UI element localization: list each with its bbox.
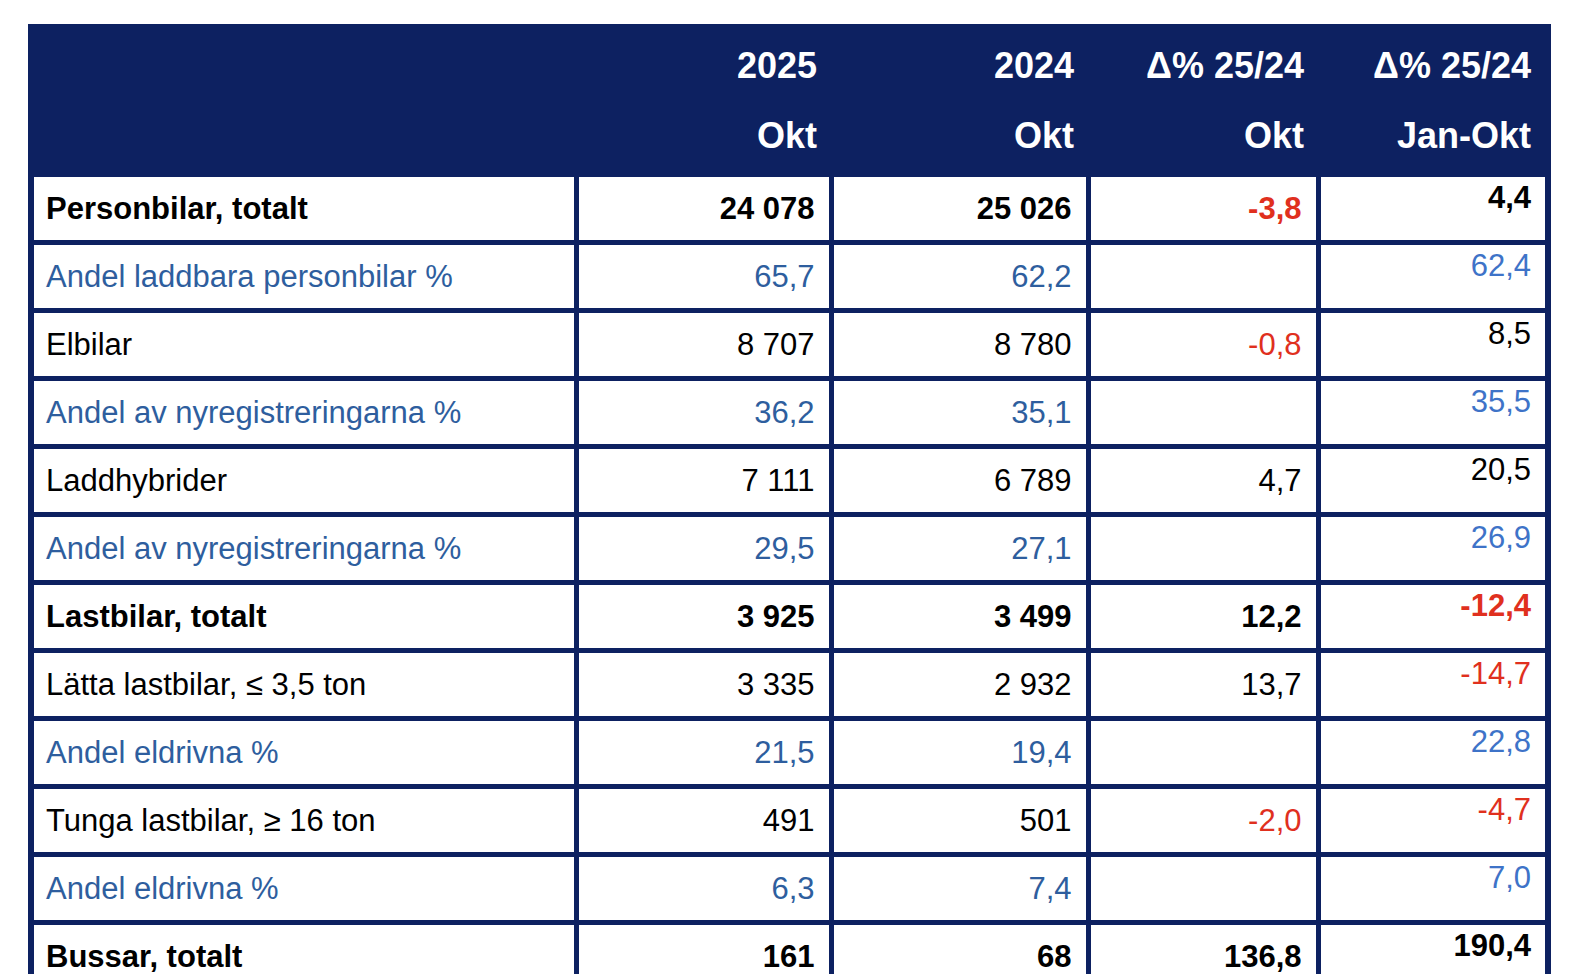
cell-delta-jan-okt: 4,4 — [1318, 175, 1548, 243]
row-label: Lastbilar, totalt — [31, 583, 576, 651]
cell-delta-jan-okt: 190,4 — [1318, 923, 1548, 974]
cell-delta-jan-okt: 35,5 — [1318, 379, 1548, 447]
cell-2024-okt: 2 932 — [831, 651, 1088, 719]
table-row: Bussar, totalt 161 68 136,8 190,4 — [31, 923, 1548, 974]
table-row: Andel av nyregistreringarna % 36,2 35,1 … — [31, 379, 1548, 447]
cell-2025-okt: 161 — [576, 923, 831, 974]
cell-delta-jan-okt: 62,4 — [1318, 243, 1548, 311]
column-header-empty — [31, 27, 576, 175]
header-line1: Δ% 25/24 — [1088, 45, 1304, 87]
cell-2024-okt: 25 026 — [831, 175, 1088, 243]
header-line2: Okt — [576, 115, 817, 157]
cell-2024-okt: 35,1 — [831, 379, 1088, 447]
row-label: Personbilar, totalt — [31, 175, 576, 243]
cell-2024-okt: 501 — [831, 787, 1088, 855]
row-label: Bussar, totalt — [31, 923, 576, 974]
cell-2025-okt: 491 — [576, 787, 831, 855]
row-label: Laddhybrider — [31, 447, 576, 515]
cell-2024-okt: 7,4 — [831, 855, 1088, 923]
cell-delta-okt — [1088, 243, 1318, 311]
table-row: Personbilar, totalt 24 078 25 026 -3,8 4… — [31, 175, 1548, 243]
cell-2024-okt: 19,4 — [831, 719, 1088, 787]
cell-delta-okt: -2,0 — [1088, 787, 1318, 855]
header-line2: Okt — [831, 115, 1074, 157]
column-header-delta-okt: Δ% 25/24 Okt — [1088, 27, 1318, 175]
cell-delta-okt — [1088, 719, 1318, 787]
header-line2: Jan-Okt — [1318, 115, 1531, 157]
header-line1: 2024 — [831, 45, 1074, 87]
table-header: 2025 Okt 2024 Okt Δ% 25/24 Okt Δ% 25/24 … — [31, 27, 1548, 175]
row-label: Andel av nyregistreringarna % — [31, 515, 576, 583]
cell-2025-okt: 7 111 — [576, 447, 831, 515]
cell-delta-okt: -0,8 — [1088, 311, 1318, 379]
cell-delta-okt — [1088, 855, 1318, 923]
cell-2025-okt: 21,5 — [576, 719, 831, 787]
cell-2024-okt: 3 499 — [831, 583, 1088, 651]
vehicle-registrations-table: 2025 Okt 2024 Okt Δ% 25/24 Okt Δ% 25/24 … — [28, 24, 1551, 974]
cell-delta-jan-okt: -12,4 — [1318, 583, 1548, 651]
table-row: Laddhybrider 7 111 6 789 4,7 20,5 — [31, 447, 1548, 515]
column-header-delta-jan-okt: Δ% 25/24 Jan-Okt — [1318, 27, 1548, 175]
cell-2024-okt: 8 780 — [831, 311, 1088, 379]
cell-2025-okt: 24 078 — [576, 175, 831, 243]
cell-delta-okt — [1088, 379, 1318, 447]
header-line1: 2025 — [576, 45, 817, 87]
cell-delta-jan-okt: 20,5 — [1318, 447, 1548, 515]
cell-delta-okt: 136,8 — [1088, 923, 1318, 974]
cell-delta-jan-okt: 22,8 — [1318, 719, 1548, 787]
table-row: Elbilar 8 707 8 780 -0,8 8,5 — [31, 311, 1548, 379]
page: { "colors": { "navy": "#0d2161", "blue":… — [0, 0, 1572, 974]
cell-2024-okt: 62,2 — [831, 243, 1088, 311]
cell-delta-okt: 13,7 — [1088, 651, 1318, 719]
cell-delta-okt: -3,8 — [1088, 175, 1318, 243]
row-label: Tunga lastbilar, ≥ 16 ton — [31, 787, 576, 855]
table-row: Lätta lastbilar, ≤ 3,5 ton 3 335 2 932 1… — [31, 651, 1548, 719]
cell-delta-jan-okt: -4,7 — [1318, 787, 1548, 855]
cell-delta-okt: 4,7 — [1088, 447, 1318, 515]
header-line2: Okt — [1088, 115, 1304, 157]
cell-delta-jan-okt: 26,9 — [1318, 515, 1548, 583]
cell-delta-jan-okt: 8,5 — [1318, 311, 1548, 379]
cell-2024-okt: 27,1 — [831, 515, 1088, 583]
cell-delta-okt: 12,2 — [1088, 583, 1318, 651]
table-row: Andel eldrivna % 6,3 7,4 7,0 — [31, 855, 1548, 923]
row-label: Andel eldrivna % — [31, 855, 576, 923]
cell-2025-okt: 3 925 — [576, 583, 831, 651]
cell-delta-jan-okt: 7,0 — [1318, 855, 1548, 923]
cell-2025-okt: 36,2 — [576, 379, 831, 447]
column-header-2025-okt: 2025 Okt — [576, 27, 831, 175]
cell-2025-okt: 6,3 — [576, 855, 831, 923]
cell-2025-okt: 3 335 — [576, 651, 831, 719]
table-row: Andel av nyregistreringarna % 29,5 27,1 … — [31, 515, 1548, 583]
row-label: Andel eldrivna % — [31, 719, 576, 787]
cell-delta-jan-okt: -14,7 — [1318, 651, 1548, 719]
cell-2025-okt: 8 707 — [576, 311, 831, 379]
cell-2024-okt: 68 — [831, 923, 1088, 974]
table-row: Andel laddbara personbilar % 65,7 62,2 6… — [31, 243, 1548, 311]
table-body: Personbilar, totalt 24 078 25 026 -3,8 4… — [31, 175, 1548, 974]
header-line1: Δ% 25/24 — [1318, 45, 1531, 87]
cell-2025-okt: 29,5 — [576, 515, 831, 583]
table-row: Andel eldrivna % 21,5 19,4 22,8 — [31, 719, 1548, 787]
header-row: 2025 Okt 2024 Okt Δ% 25/24 Okt Δ% 25/24 … — [31, 27, 1548, 175]
table-row: Lastbilar, totalt 3 925 3 499 12,2 -12,4 — [31, 583, 1548, 651]
row-label: Andel av nyregistreringarna % — [31, 379, 576, 447]
cell-2025-okt: 65,7 — [576, 243, 831, 311]
row-label: Elbilar — [31, 311, 576, 379]
cell-2024-okt: 6 789 — [831, 447, 1088, 515]
column-header-2024-okt: 2024 Okt — [831, 27, 1088, 175]
row-label: Andel laddbara personbilar % — [31, 243, 576, 311]
cell-delta-okt — [1088, 515, 1318, 583]
table-row: Tunga lastbilar, ≥ 16 ton 491 501 -2,0 -… — [31, 787, 1548, 855]
row-label: Lätta lastbilar, ≤ 3,5 ton — [31, 651, 576, 719]
